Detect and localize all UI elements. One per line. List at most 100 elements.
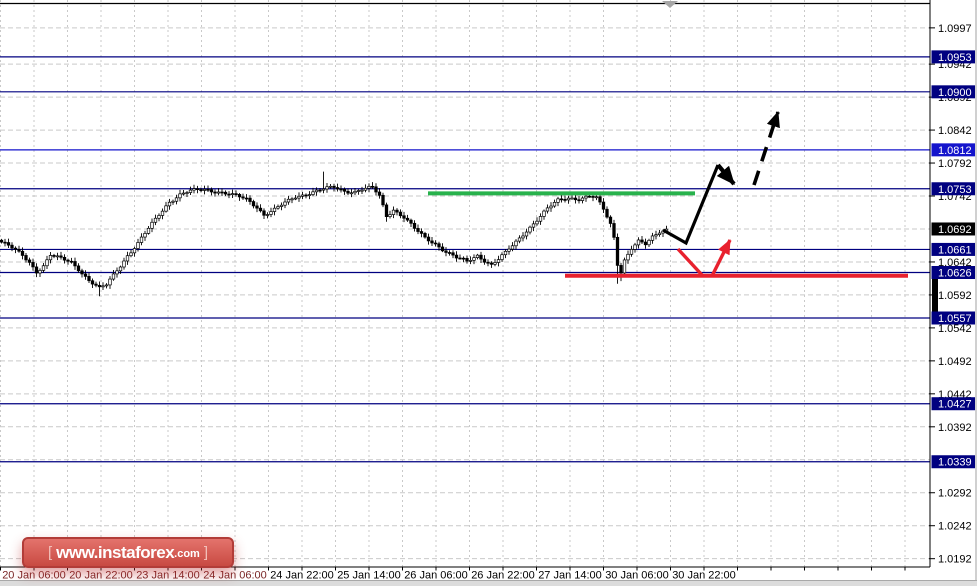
- candle-body: [129, 252, 133, 257]
- candle-body: [503, 250, 508, 256]
- logo-text: www.instaforex: [56, 543, 175, 562]
- candle-body: [153, 217, 158, 223]
- candle-body: [83, 273, 88, 277]
- candle-body: [94, 283, 98, 286]
- candle-body: [262, 210, 266, 216]
- candle-body: [265, 214, 270, 216]
- candle-body: [342, 188, 347, 192]
- time-label: 25 Jan 14:00: [337, 570, 401, 582]
- candle-body: [472, 257, 476, 261]
- candle-body: [6, 242, 11, 246]
- candle-body: [552, 202, 557, 207]
- price-label: 1.0242: [938, 521, 972, 533]
- candle-body: [538, 216, 543, 222]
- candle-body: [244, 197, 249, 200]
- candlesticks: [0, 171, 669, 297]
- time-axis[interactable]: 20 Jan 06:00 20 Jan 22:00 23 Jan 14:00 24 J…: [0, 567, 906, 582]
- projection-arrows[interactable]: [662, 110, 780, 277]
- price-level-badge-label: 1.0626: [938, 268, 972, 280]
- candle-body: [370, 185, 375, 188]
- candle-body: [458, 257, 462, 260]
- candle-body: [451, 252, 455, 256]
- candle-body: [286, 198, 291, 203]
- candle-body: [136, 242, 140, 249]
- candle-body: [433, 242, 438, 245]
- candle-body: [125, 255, 130, 262]
- candle-body: [517, 237, 522, 242]
- candle-body: [118, 266, 123, 272]
- red-bounce-arrow[interactable]: [710, 239, 732, 277]
- candle-body: [69, 260, 74, 263]
- candle-body: [115, 270, 119, 275]
- candle-body: [304, 194, 308, 197]
- candle-body: [444, 250, 448, 253]
- candle-body: [97, 284, 102, 288]
- candle-body: [339, 188, 343, 191]
- time-label: 26 Jan 06:00: [404, 570, 468, 582]
- candle-body: [48, 255, 53, 261]
- price-level-badge: [931, 143, 977, 157]
- candle-body: [395, 209, 399, 213]
- candle-body: [132, 248, 137, 254]
- time-label: 23 Jan 14:00: [136, 570, 200, 582]
- axis-black-bar: [932, 268, 938, 314]
- candle-body: [412, 222, 417, 229]
- candle-body: [524, 231, 529, 237]
- candle-body: [374, 186, 378, 193]
- candle-body: [419, 231, 424, 234]
- black-dashed-target-arrow[interactable]: [752, 110, 780, 186]
- time-label: 24 Jan 06:00: [203, 570, 267, 582]
- candle-body: [90, 280, 95, 285]
- candle-body: [577, 199, 581, 202]
- candle-body: [647, 239, 651, 246]
- candle-body: [293, 197, 298, 200]
- candle-body: [423, 233, 427, 238]
- price-axis[interactable]: 1.09971.09421.08921.08421.07921.07421.06…: [929, 23, 977, 566]
- candle-body: [626, 253, 630, 261]
- candle-body: [122, 260, 126, 268]
- candle-body: [220, 191, 224, 194]
- candle-body: [381, 194, 385, 206]
- candle-body: [171, 200, 175, 203]
- black-projection-path[interactable]: [662, 164, 720, 246]
- candle-body: [195, 188, 200, 190]
- price-label: 1.0592: [938, 290, 972, 302]
- highlight-segments[interactable]: [428, 191, 908, 278]
- candle-body: [174, 197, 179, 202]
- price-level-badge-label: 1.0753: [938, 184, 972, 196]
- candle-body: [608, 216, 613, 224]
- level-lines[interactable]: [0, 2, 930, 463]
- candle-body: [101, 285, 105, 288]
- candle-body: [612, 223, 616, 238]
- candle-body: [402, 215, 406, 219]
- candle-body: [297, 195, 301, 199]
- candle-body: [216, 191, 221, 194]
- candle-body: [10, 244, 14, 249]
- price-level-badge: [931, 222, 977, 236]
- price-level-badge: [931, 50, 977, 64]
- candle-body: [549, 205, 553, 209]
- logo-bracket-left: [: [47, 544, 53, 561]
- candle-body: [192, 188, 196, 191]
- candle-body: [59, 255, 63, 258]
- candle-body: [384, 204, 389, 217]
- candle-body: [468, 260, 473, 262]
- candle-body: [356, 190, 361, 192]
- candle-body: [234, 193, 238, 195]
- candle-body: [241, 196, 245, 199]
- candle-body: [157, 215, 161, 219]
- candle-body: [461, 257, 466, 260]
- logo-text-suffix: .com: [174, 547, 200, 560]
- candle-body: [3, 241, 7, 244]
- candle-body: [66, 259, 70, 262]
- candle-body: [27, 259, 32, 263]
- chart-shift-triangle-icon[interactable]: [662, 1, 678, 8]
- red-dip-line[interactable]: [676, 247, 704, 277]
- candle-body: [230, 193, 235, 195]
- candle-body: [272, 207, 277, 212]
- candle-body: [367, 185, 371, 189]
- time-label: 30 Jan 06:00: [605, 570, 669, 582]
- black-pullback-arrow[interactable]: [716, 163, 736, 186]
- candle-body: [405, 217, 410, 221]
